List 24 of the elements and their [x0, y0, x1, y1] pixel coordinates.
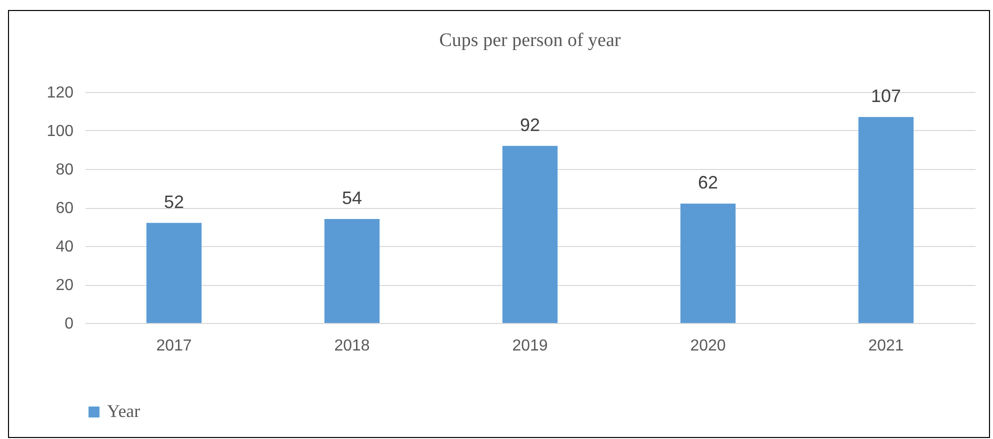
y-tick-label: 60 — [56, 200, 74, 217]
x-tick-label: 2018 — [334, 338, 370, 354]
bar — [680, 204, 736, 323]
bar — [858, 117, 914, 323]
bar — [324, 219, 380, 323]
bar — [146, 222, 202, 323]
bar — [502, 146, 558, 323]
legend-label: Year — [107, 401, 140, 421]
y-tick-label: 0 — [64, 316, 74, 332]
x-tick-label: 2021 — [868, 338, 904, 354]
data-label: 92 — [520, 114, 540, 135]
x-tick-label: 2019 — [512, 338, 548, 354]
x-tick-label: 2017 — [156, 338, 192, 354]
y-tick-label: 120 — [46, 84, 74, 102]
y-tick-label: 20 — [56, 277, 74, 294]
y-tick-label: 40 — [56, 238, 74, 256]
data-label: 107 — [870, 86, 902, 106]
chart-title: Cups per person of year — [439, 30, 622, 51]
x-tick-label: 2020 — [690, 338, 726, 354]
y-tick-label: 80 — [56, 162, 74, 178]
y-tick-label: 100 — [46, 123, 74, 140]
data-label: 52 — [164, 192, 184, 212]
data-label: 62 — [698, 172, 718, 193]
data-label: 54 — [342, 188, 362, 208]
